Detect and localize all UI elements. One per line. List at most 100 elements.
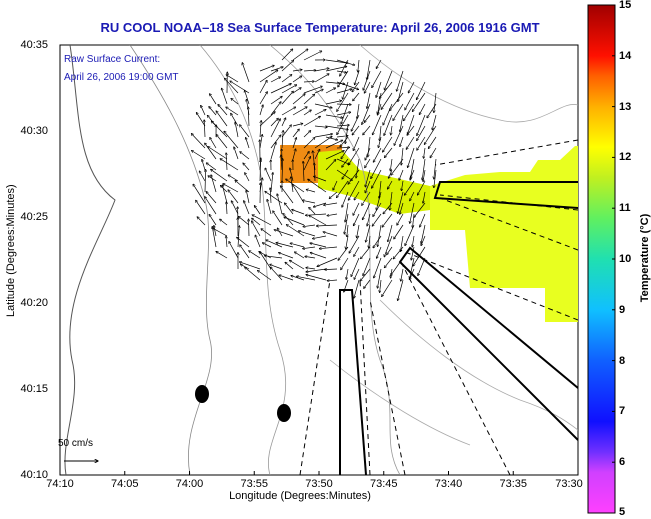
y-tick-label: 40:35 — [20, 39, 48, 51]
current-vector — [270, 84, 291, 94]
current-vector — [342, 169, 349, 179]
bathymetry-contour-6 — [329, 359, 471, 446]
current-vector — [336, 125, 349, 126]
x-tick-label: 74:05 — [110, 478, 139, 490]
colorbar-tick-label: 12 — [619, 151, 632, 164]
current-vector — [206, 163, 217, 171]
current-vector — [373, 147, 382, 162]
bathymetry-contour-3 — [269, 45, 401, 475]
current-vector — [277, 194, 283, 215]
sst-patch-plume — [318, 150, 430, 214]
current-vector — [259, 70, 278, 83]
current-vector — [309, 215, 327, 226]
current-vector — [270, 96, 282, 105]
current-vector — [259, 134, 262, 149]
current-vector — [365, 180, 371, 193]
current-vector — [369, 235, 371, 248]
current-vector — [314, 68, 329, 72]
current-vector — [399, 169, 404, 180]
y-tick-label: 40:10 — [20, 469, 48, 481]
current-vector — [381, 92, 393, 110]
current-vector — [226, 107, 239, 116]
current-vector — [376, 81, 382, 98]
current-vector — [285, 262, 294, 270]
current-vector — [410, 202, 415, 223]
current-vector — [367, 92, 371, 109]
annotation-raw-current: Raw Surface Current: — [64, 54, 161, 65]
current-vector — [354, 268, 360, 280]
current-vector — [351, 257, 360, 277]
current-vector — [421, 224, 426, 244]
colorbar-tick-label: 6 — [619, 456, 626, 469]
current-vector — [281, 91, 293, 105]
current-vector — [280, 186, 294, 204]
current-vector — [282, 130, 283, 149]
current-vector — [248, 107, 249, 127]
current-vector — [365, 169, 371, 187]
colorbar-tick-label: 9 — [619, 303, 626, 316]
current-vector — [363, 257, 371, 276]
current-vector — [281, 60, 294, 72]
dashed-line — [399, 249, 578, 321]
current-vector — [244, 201, 250, 215]
current-vector — [281, 85, 297, 94]
current-vector — [270, 77, 281, 83]
current-vector — [362, 191, 371, 206]
bathymetry-contour-4 — [359, 45, 578, 123]
current-vector — [382, 213, 393, 227]
current-vector — [346, 268, 349, 280]
map-title: RU COOL NOAA–18 Sea Surface Temperature:… — [100, 20, 540, 35]
current-vector — [391, 158, 404, 175]
current-vector — [292, 129, 299, 138]
x-tick-label: 73:45 — [369, 478, 398, 490]
current-vector — [211, 169, 228, 182]
current-vector — [316, 225, 338, 226]
current-vector — [401, 147, 404, 165]
current-vector — [238, 216, 250, 226]
x-tick-label: 73:40 — [434, 478, 463, 490]
y-tick-label: 40:25 — [20, 211, 48, 223]
current-vector — [270, 142, 276, 160]
current-vector — [390, 158, 393, 171]
current-vector — [338, 70, 349, 87]
current-vector — [208, 147, 228, 160]
current-vector — [361, 246, 371, 259]
channel-line — [433, 181, 578, 209]
current-vector — [394, 125, 404, 146]
current-vector — [380, 125, 382, 141]
current-vector — [249, 219, 250, 237]
current-vector — [406, 136, 415, 149]
current-vector — [371, 158, 382, 179]
current-vector — [398, 191, 404, 214]
current-vector — [393, 246, 404, 259]
current-vector — [245, 90, 250, 105]
current-vector — [284, 217, 305, 226]
current-vector — [298, 231, 316, 237]
colorbar-label: Temperature (°C) — [639, 213, 651, 303]
colorbar-tick-label: 13 — [619, 100, 632, 113]
current-vector — [372, 70, 382, 88]
current-vector — [344, 279, 349, 292]
current-vector — [294, 252, 305, 259]
current-vector — [333, 180, 338, 190]
current-vector — [290, 243, 305, 248]
current-vector — [368, 136, 371, 157]
current-vector — [365, 158, 371, 168]
current-vector — [382, 279, 393, 297]
current-vector — [224, 78, 239, 94]
colorbar — [587, 4, 616, 514]
y-tick-label: 40:30 — [20, 125, 48, 137]
current-vector — [252, 215, 272, 226]
current-vector — [246, 190, 250, 204]
dashed-line — [369, 299, 406, 475]
current-vector — [376, 191, 382, 210]
current-vector — [364, 279, 371, 289]
current-vector — [303, 224, 316, 227]
current-vector — [281, 118, 286, 127]
current-vector — [206, 192, 217, 204]
current-vector — [380, 279, 382, 293]
current-vector — [270, 267, 283, 281]
current-vector — [277, 228, 283, 237]
current-vector — [351, 114, 360, 131]
current-vector — [216, 111, 228, 127]
